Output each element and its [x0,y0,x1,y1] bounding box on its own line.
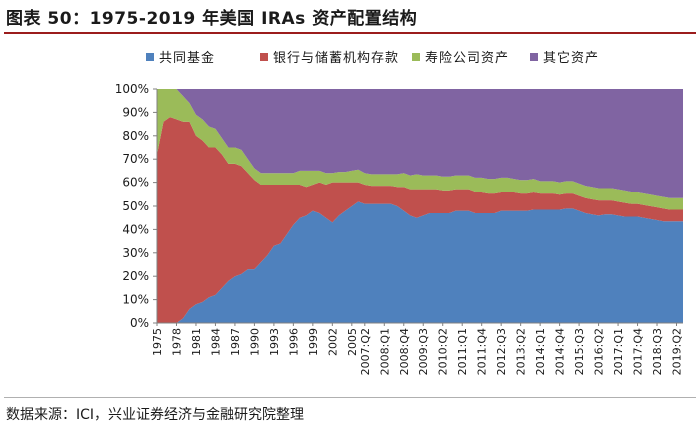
x-tick-label: 1990 [248,328,261,356]
legend-label: 共同基金 [159,50,215,66]
x-tick-label: 1993 [268,328,281,356]
y-tick-label: 100% [115,82,149,96]
x-tick-label: 2017:Q1 [612,328,625,375]
x-tick-label: 2009:Q3 [417,328,430,375]
y-tick-label: 0% [130,316,149,330]
y-tick-label: 30% [122,246,149,260]
x-tick-label: 1996 [287,328,300,356]
x-tick-label: 2011:Q1 [456,328,469,375]
legend-label: 寿险公司资产 [425,51,509,66]
x-tick-label: 1975 [151,328,164,356]
x-tick-label: 2008:Q1 [378,328,391,375]
y-tick-label: 20% [122,269,149,283]
x-tick-label: 1984 [209,328,222,356]
legend-swatch [146,53,154,61]
x-tick-label: 2007:Q2 [359,328,372,375]
chart-legend: 共同基金 银行与储蓄机构存款 寿险公司资产 其它资产 [146,50,599,66]
y-tick-label: 70% [122,152,149,166]
legend-label: 银行与储蓄机构存款 [273,51,399,66]
footer-divider [4,397,696,398]
x-tick-label: 2012:Q3 [495,328,508,375]
x-tick-label: 2017:Q4 [632,328,645,375]
area-series-2 [157,117,683,323]
x-tick-label: 2008:Q4 [398,328,411,375]
x-tick-label: 2002 [326,328,339,356]
x-tick-label: 1981 [190,328,203,356]
y-tick-label: 80% [122,129,149,143]
x-tick-label: 1999 [307,328,320,356]
title-divider [4,32,696,34]
legend-swatch [412,53,420,61]
y-tick-label: 60% [122,176,149,190]
area-series-4 [157,89,683,198]
x-tick-label: 1987 [229,328,242,356]
x-tick-label: 2011:Q4 [476,328,489,375]
y-tick-label: 90% [122,105,149,119]
legend-label: 其它资产 [543,50,599,66]
x-tick-label: 2013:Q2 [515,328,528,375]
stacked-area-chart: 共同基金 银行与储蓄机构存款 寿险公司资产 其它资产 0% 10% 20% 30% 40% 50… [115,50,684,375]
x-tick-label: 1978 [170,328,183,356]
area-series-1 [157,201,683,323]
x-tick-label: 2014:Q1 [534,328,547,375]
x-tick-label: 2018:Q3 [651,328,664,375]
x-tick-label: 2019:Q2 [671,328,684,375]
legend-swatch [260,53,268,61]
area-series-group [157,89,683,323]
x-tick-label: 2005 [346,328,359,356]
legend-swatch [530,53,538,61]
y-tick-label: 40% [122,222,149,236]
x-tick-label: 2016:Q2 [593,328,606,375]
x-tick-label: 2014:Q4 [554,328,567,375]
source-note: 数据来源：ICI，兴业证券经济与金融研究院整理 [6,407,305,423]
y-tick-label: 10% [122,293,149,307]
y-tick-label: 50% [122,199,149,213]
chart-axes: 0% 10% 20% 30% 40% 50% 60% 70% 80% 90% 100% 1975 197… [115,82,684,375]
x-tick-label: 2015:Q3 [573,328,586,375]
figure-title: 图表 50：1975-2019 年美国 IRAs 资产配置结构 [6,9,418,29]
area-series-3 [157,89,683,210]
x-tick-label: 2010:Q2 [437,328,450,375]
